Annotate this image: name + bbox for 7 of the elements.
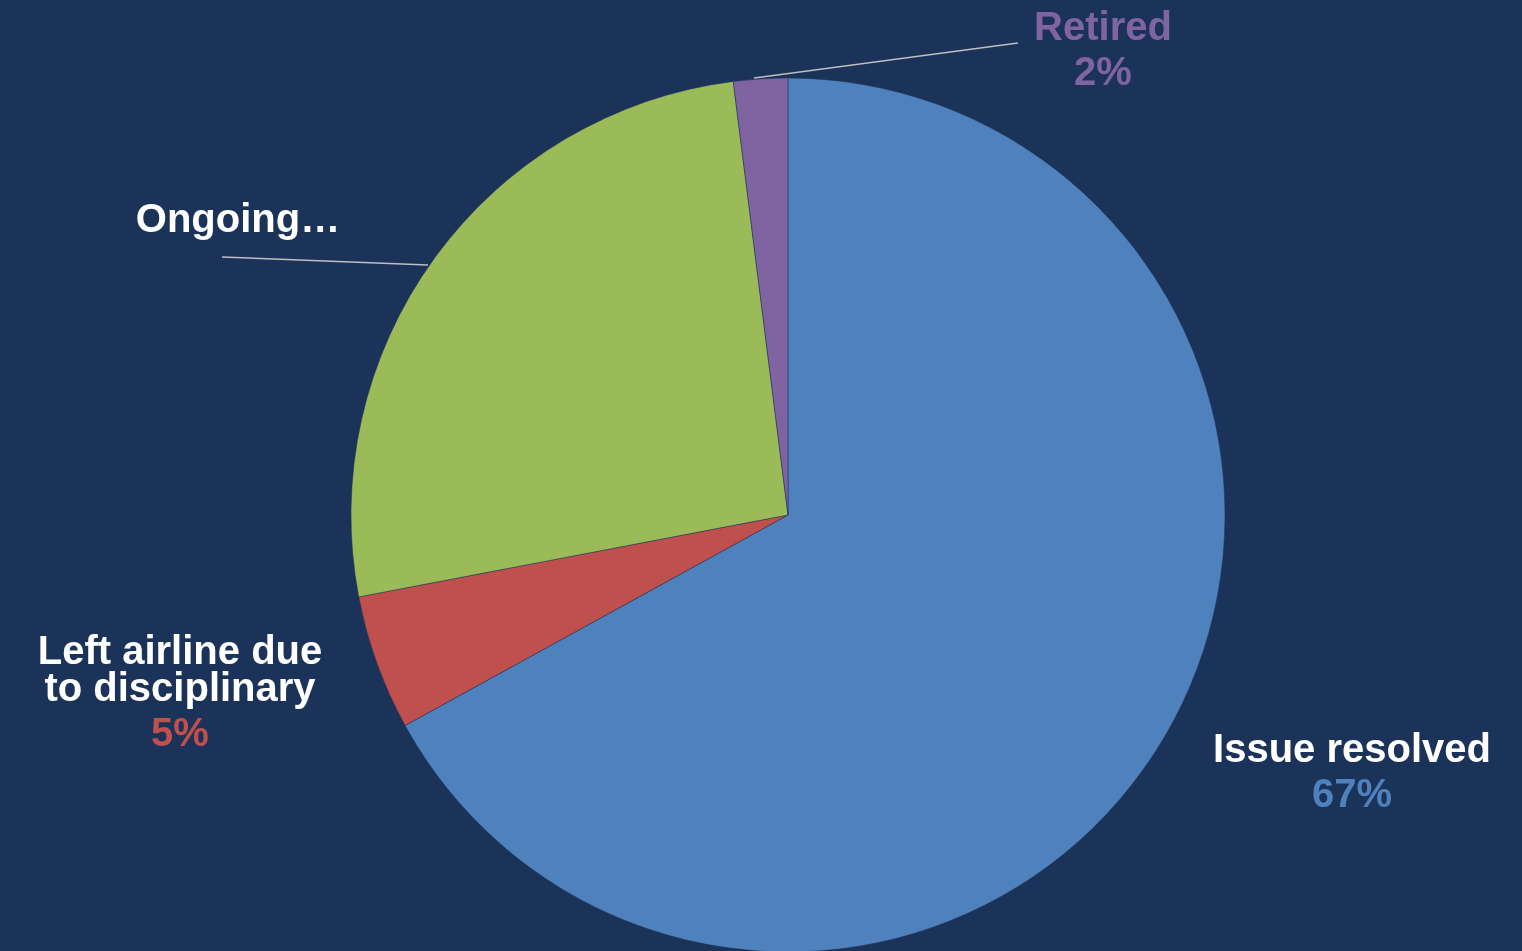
- slice-label: Retired: [1034, 4, 1172, 48]
- data-label: 2%: [1074, 49, 1132, 93]
- data-label: 5%: [151, 710, 209, 754]
- slice-label: Ongoing…: [135, 196, 341, 240]
- slice-label: Issue resolved: [1213, 726, 1491, 770]
- slice-label: Left airline due to disciplinary: [37, 628, 323, 709]
- data-label: 67%: [1311, 771, 1393, 815]
